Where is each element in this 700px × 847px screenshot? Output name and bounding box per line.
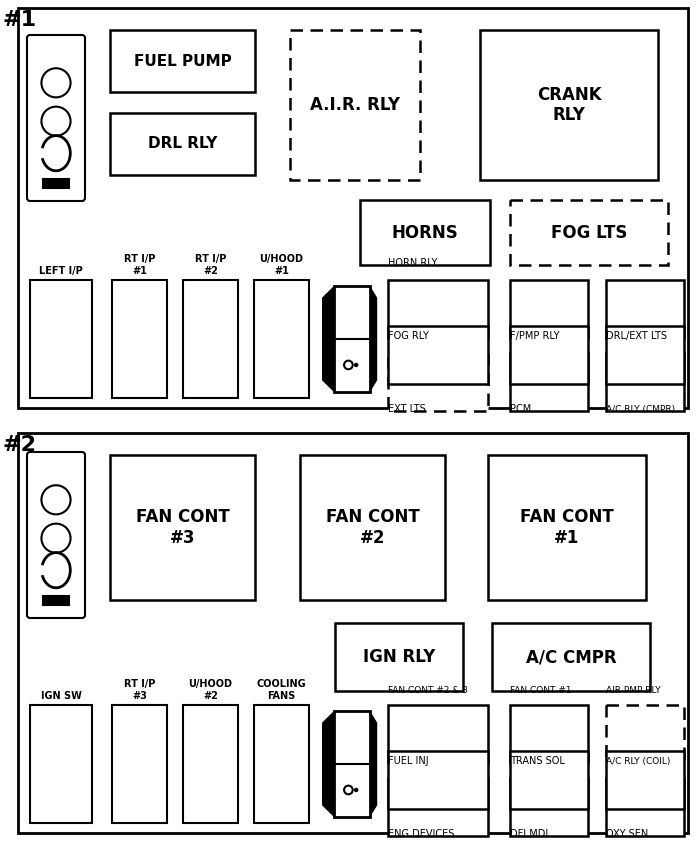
Text: HORNS: HORNS — [391, 224, 458, 241]
Polygon shape — [322, 286, 334, 392]
Bar — [510, 200, 668, 265]
Text: DFI MDL: DFI MDL — [510, 829, 551, 839]
Bar — [110, 113, 255, 175]
Bar — [254, 280, 309, 398]
Bar — [388, 280, 488, 338]
Bar — [606, 280, 684, 338]
Text: #2: #2 — [2, 435, 36, 455]
Bar — [254, 705, 309, 823]
Bar — [43, 179, 69, 188]
Text: RT I/P
#1: RT I/P #1 — [124, 254, 155, 276]
Bar — [18, 8, 688, 408]
Bar — [510, 326, 588, 384]
Text: A.I.R. RLY: A.I.R. RLY — [310, 96, 400, 114]
Bar — [290, 30, 420, 180]
Bar — [606, 778, 684, 836]
Text: A/C RLY (CMPR): A/C RLY (CMPR) — [606, 405, 675, 414]
Bar — [110, 455, 255, 600]
Text: A/C RLY (COIL): A/C RLY (COIL) — [606, 757, 671, 766]
Bar — [510, 280, 588, 338]
Text: CRANK
RLY: CRANK RLY — [537, 86, 601, 125]
Bar — [388, 778, 488, 836]
Bar — [300, 455, 445, 600]
Bar — [606, 705, 684, 763]
Text: F/PMP RLY: F/PMP RLY — [510, 331, 559, 341]
Polygon shape — [370, 711, 377, 817]
Bar — [183, 280, 238, 398]
Bar — [388, 353, 488, 411]
Text: FOG LTS: FOG LTS — [551, 224, 627, 241]
Text: EXT LTS: EXT LTS — [388, 404, 426, 414]
Bar — [110, 30, 255, 92]
FancyBboxPatch shape — [27, 452, 85, 618]
Bar — [112, 280, 167, 398]
Text: TRANS SOL: TRANS SOL — [510, 756, 565, 766]
Text: U/HOOD
#1: U/HOOD #1 — [260, 254, 304, 276]
Text: COOLING
FANS: COOLING FANS — [257, 679, 307, 701]
Bar — [606, 751, 684, 809]
Bar — [18, 433, 688, 833]
Text: RT I/P
#3: RT I/P #3 — [124, 679, 155, 701]
Bar — [360, 200, 490, 265]
Polygon shape — [322, 711, 334, 817]
Bar — [606, 353, 684, 411]
Text: DRL RLY: DRL RLY — [148, 136, 217, 152]
Bar — [488, 455, 646, 600]
Bar — [30, 280, 92, 398]
Text: LEFT I/P: LEFT I/P — [39, 266, 83, 276]
Bar — [388, 751, 488, 809]
Bar — [335, 623, 463, 691]
Text: RT I/P
#2: RT I/P #2 — [195, 254, 226, 276]
Bar — [183, 705, 238, 823]
Text: #1: #1 — [2, 10, 36, 30]
Text: FUEL INJ: FUEL INJ — [388, 756, 428, 766]
Text: HORN RLY: HORN RLY — [388, 258, 438, 268]
Bar — [606, 326, 684, 384]
Text: PCM: PCM — [510, 404, 531, 414]
Bar — [510, 778, 588, 836]
Text: U/HOOD
#2: U/HOOD #2 — [188, 679, 232, 701]
Bar — [334, 711, 370, 817]
Text: IGN RLY: IGN RLY — [363, 648, 435, 666]
Text: FAN CONT
#2: FAN CONT #2 — [326, 508, 419, 547]
Bar — [480, 30, 658, 180]
Text: AIR PMP RLY: AIR PMP RLY — [606, 686, 661, 695]
Bar — [334, 286, 370, 392]
Bar — [510, 705, 588, 763]
Text: FAN CONT #1: FAN CONT #1 — [510, 686, 571, 695]
Bar — [492, 623, 650, 691]
Text: OXY SEN: OXY SEN — [606, 829, 648, 839]
Circle shape — [355, 789, 358, 791]
Bar — [30, 705, 92, 823]
Text: FAN CONT
#1: FAN CONT #1 — [520, 508, 614, 547]
Bar — [510, 751, 588, 809]
Text: ENG DEVICES: ENG DEVICES — [388, 829, 454, 839]
Text: FUEL PUMP: FUEL PUMP — [134, 53, 232, 69]
Text: FAN CONT
#3: FAN CONT #3 — [136, 508, 230, 547]
Text: DRL/EXT LTS: DRL/EXT LTS — [606, 331, 667, 341]
Bar — [43, 595, 69, 606]
Bar — [510, 353, 588, 411]
Circle shape — [355, 363, 358, 367]
Polygon shape — [370, 286, 377, 392]
FancyBboxPatch shape — [27, 35, 85, 201]
Bar — [388, 326, 488, 384]
Bar — [112, 705, 167, 823]
Bar — [388, 705, 488, 763]
Text: FOG RLY: FOG RLY — [388, 331, 429, 341]
Text: IGN SW: IGN SW — [41, 691, 81, 701]
Text: A/C CMPR: A/C CMPR — [526, 648, 616, 666]
Text: FAN CONT #2 & 3: FAN CONT #2 & 3 — [388, 686, 468, 695]
